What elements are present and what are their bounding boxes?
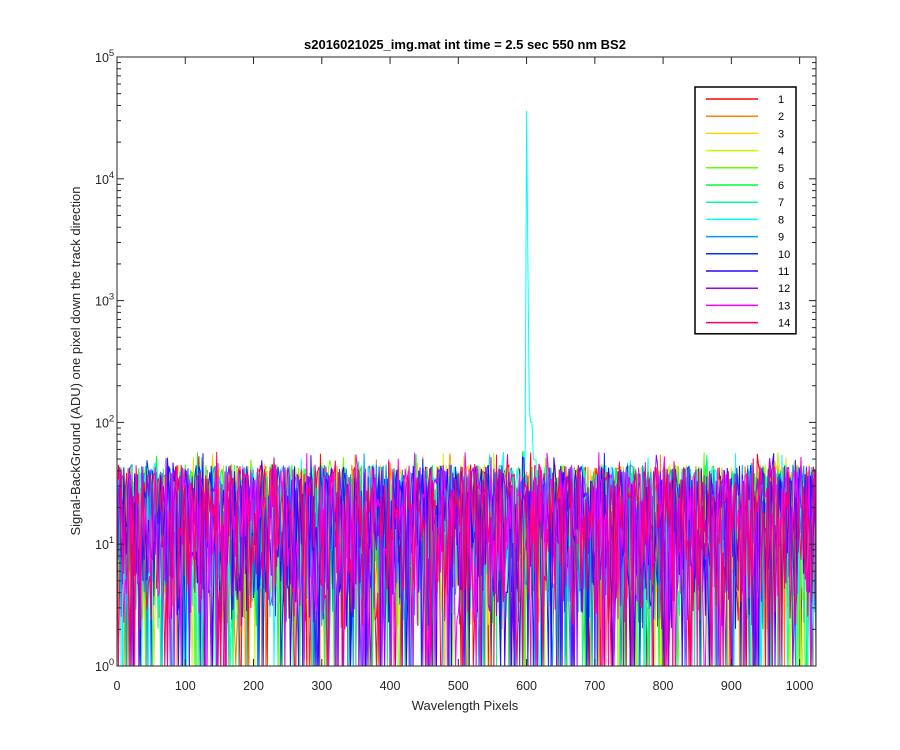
x-tick-label: 700: [584, 679, 605, 693]
y-tick-label: 105: [95, 48, 114, 65]
legend-label-7: 7: [778, 197, 784, 209]
legend-label-12: 12: [778, 283, 790, 295]
x-tick-label: 900: [721, 679, 742, 693]
legend-label-14: 14: [778, 318, 790, 330]
legend-label-5: 5: [778, 163, 784, 175]
x-tick-label: 800: [653, 679, 674, 693]
y-tick-label: 101: [95, 535, 114, 552]
axes: 0 100 200 300 400 500 600 700 800 900 100010010110…: [95, 48, 817, 693]
x-axis-label: Wavelength Pixels: [412, 698, 519, 713]
legend-label-2: 2: [778, 111, 784, 123]
series-line-14: [117, 451, 816, 666]
y-tick-label: 103: [95, 292, 114, 309]
y-tick-label: 102: [95, 413, 114, 430]
x-tick-label: 1000: [786, 679, 814, 693]
x-tick-label: 200: [243, 679, 264, 693]
legend-label-13: 13: [778, 300, 790, 312]
x-tick-label: 0: [114, 679, 121, 693]
legend-label-9: 9: [778, 232, 784, 244]
legend-label-3: 3: [778, 128, 784, 140]
legend-label-4: 4: [778, 146, 784, 158]
x-tick-label: 100: [175, 679, 196, 693]
legend-label-8: 8: [778, 214, 784, 226]
x-tick-label: 600: [516, 679, 537, 693]
axes-box: [116, 56, 817, 667]
chart-title: s2016021025_img.mat int time = 2.5 sec 5…: [304, 37, 626, 52]
series-lines: [117, 110, 816, 666]
y-tick-label: 100: [95, 657, 114, 674]
x-tick-label: 500: [448, 679, 469, 693]
legend-label-10: 10: [778, 249, 790, 261]
legend-label-1: 1: [778, 94, 784, 106]
y-tick-label: 104: [95, 170, 114, 187]
x-tick-label: 400: [380, 679, 401, 693]
plot-area: [117, 110, 816, 666]
x-tick-label: 300: [311, 679, 332, 693]
legend-label-11: 11: [778, 266, 789, 278]
legend-box: [694, 86, 797, 335]
y-axis-label: Signal-BackGround (ADU) one pixel down t…: [68, 186, 83, 535]
legend-label-6: 6: [778, 180, 784, 192]
